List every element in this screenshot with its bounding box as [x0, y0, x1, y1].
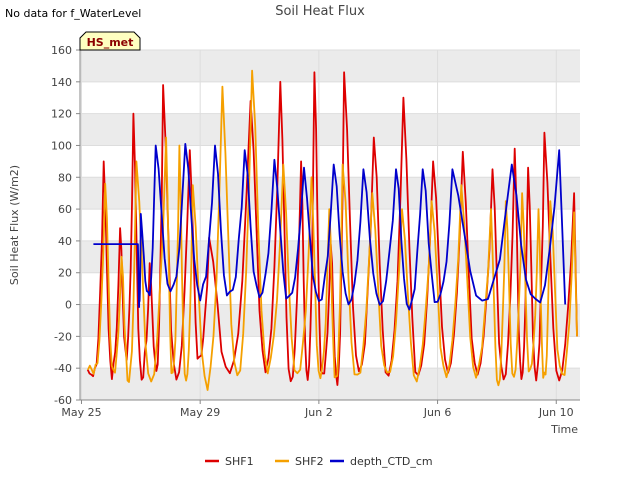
y-tick-label: 140: [51, 76, 72, 89]
x-tick-label: Jun 10: [538, 406, 574, 419]
y-axis-label: Soil Heat Flux (W/m2): [8, 165, 21, 285]
series-line-SHF2: [87, 69, 578, 391]
legend: SHF1 SHF2 depth_CTD_cm: [205, 455, 433, 468]
legend-label-SHF1: SHF1: [225, 455, 254, 468]
axes: -60 -40 -20 0 20 40 60 80 100 120 140 160 May 25 May …: [51, 44, 580, 419]
x-tick-label: Jun 2: [304, 406, 333, 419]
x-tick-label: May 29: [180, 406, 220, 419]
x-tick-label: May 25: [61, 406, 101, 419]
y-tick-label: 120: [51, 108, 72, 121]
series-line-depth_CTD_cm: [93, 143, 567, 311]
y-tick-label: 40: [58, 235, 72, 248]
y-tick-label: 60: [58, 203, 72, 216]
y-tick-label: -60: [54, 394, 72, 407]
site-badge-shape: [79, 31, 141, 51]
y-tick-label: 80: [58, 171, 72, 184]
site-badge: HS_met: [79, 31, 141, 51]
x-axis-label: Time: [550, 423, 578, 436]
site-badge-label: HS_met: [87, 36, 134, 49]
legend-label-SHF2: SHF2: [295, 455, 324, 468]
grid-band: [80, 304, 580, 337]
y-tick-label: -20: [54, 330, 72, 343]
y-tick-label: 20: [58, 267, 72, 280]
grid-band: [80, 113, 580, 146]
x-tick-label: Jun 6: [423, 406, 452, 419]
y-tick-label: 160: [51, 44, 72, 57]
y-tick-label: 0: [65, 299, 72, 312]
y-tick-label: -40: [54, 362, 72, 375]
y-tick-label: 100: [51, 139, 72, 152]
no-data-note: No data for f_WaterLevel: [5, 7, 142, 20]
series-layer: [86, 69, 578, 391]
grid-band: [80, 50, 580, 82]
legend-label-depth_CTD_cm: depth_CTD_cm: [350, 455, 433, 468]
chart-title: Soil Heat Flux: [275, 4, 365, 19]
